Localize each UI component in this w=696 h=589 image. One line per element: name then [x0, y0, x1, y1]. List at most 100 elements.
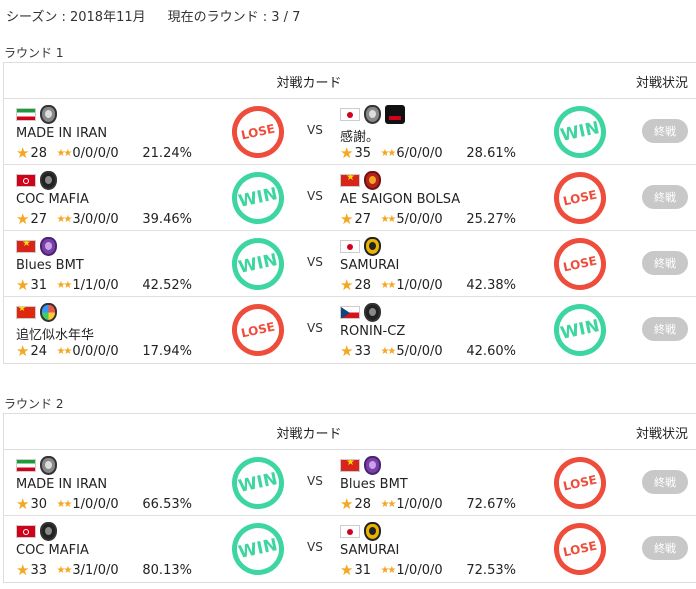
star-icon: ★: [16, 210, 30, 228]
round-table: 対戦カード 対戦状況 MADE IN IRAN ★ 28 ★★ 0/0/0/0 …: [3, 62, 696, 364]
vietnam-flag-icon: [340, 173, 360, 187]
stars-value: 33: [30, 562, 47, 578]
status-button[interactable]: 終戦: [642, 185, 688, 209]
attack-breakdown: 0/0/0/0: [72, 343, 119, 359]
japan-flag-icon: [340, 239, 360, 253]
team-name[interactable]: SAMURAI: [340, 258, 400, 273]
clan-badge-icon: [40, 104, 57, 124]
destruction-percent: 80.13%: [142, 562, 192, 578]
destruction-percent: 72.53%: [466, 562, 516, 578]
team-name[interactable]: Blues BMT: [16, 258, 84, 273]
match-row: COC MAFIA ★ 33 ★★ 3/1/0/0 80.13% WIN VS S…: [4, 516, 696, 582]
team-name[interactable]: 感謝。: [340, 130, 380, 145]
team-left[interactable]: MADE IN IRAN ★ 30 ★★ 1/0/0/0 66.53%: [16, 455, 192, 513]
clan-badge-icon: [40, 455, 57, 475]
team-name[interactable]: MADE IN IRAN: [16, 126, 108, 141]
attack-stars-icon: ★★: [56, 279, 72, 291]
team-left[interactable]: Blues BMT ★ 31 ★★ 1/1/0/0 42.52%: [16, 236, 192, 294]
team-right[interactable]: 感謝。 ★ 35 ★★ 6/0/0/0 28.61%: [340, 104, 516, 162]
attack-breakdown: 1/0/0/0: [72, 496, 119, 512]
team-right[interactable]: SAMURAI ★ 28 ★★ 1/0/0/0 42.38%: [340, 236, 516, 294]
clan-badge-icon: [364, 104, 381, 124]
match-row: 追忆似水年华 ★ 24 ★★ 0/0/0/0 17.94% LOSE VS RON…: [4, 297, 696, 363]
current-round-label: 現在のラウンド : 3 / 7: [167, 10, 301, 25]
team-right[interactable]: Blues BMT ★ 28 ★★ 1/0/0/0 72.67%: [340, 455, 516, 513]
status-button[interactable]: 終戦: [642, 119, 688, 143]
star-icon: ★: [16, 342, 30, 360]
attack-stars-icon: ★★: [380, 279, 396, 291]
table-header: 対戦カード 対戦状況: [4, 414, 696, 450]
attack-breakdown: 5/0/0/0: [396, 211, 443, 227]
vietnam-flag-icon: [340, 458, 360, 472]
clan-badge-icon: [40, 170, 57, 190]
team-name[interactable]: COC MAFIA: [16, 192, 89, 207]
clan-badge-icon: [364, 521, 381, 541]
team-right[interactable]: RONIN-CZ ★ 33 ★★ 5/0/0/0 42.60%: [340, 302, 516, 360]
attack-stars-icon: ★★: [56, 345, 72, 357]
team-name[interactable]: Blues BMT: [340, 477, 408, 492]
destruction-percent: 25.27%: [466, 211, 516, 227]
team-name[interactable]: COC MAFIA: [16, 543, 89, 558]
vs-label: VS: [307, 255, 323, 269]
attack-stars-icon: ★★: [56, 213, 72, 225]
clan-badge-icon: [40, 302, 57, 322]
result-stamp-win: WIN: [549, 101, 611, 163]
match-row: COC MAFIA ★ 27 ★★ 3/0/0/0 39.46% WIN VS A…: [4, 165, 696, 231]
attack-breakdown: 1/0/0/0: [396, 496, 443, 512]
team-name[interactable]: AE SAIGON BOLSA: [340, 192, 461, 207]
isle-of-man-flag-icon: [16, 173, 36, 187]
result-stamp-win: WIN: [227, 233, 289, 295]
team-left[interactable]: MADE IN IRAN ★ 28 ★★ 0/0/0/0 21.24%: [16, 104, 192, 162]
star-icon: ★: [340, 561, 354, 579]
star-icon: ★: [16, 495, 30, 513]
team-left[interactable]: COC MAFIA ★ 33 ★★ 3/1/0/0 80.13%: [16, 521, 192, 579]
star-icon: ★: [16, 561, 30, 579]
result-stamp-win: WIN: [227, 518, 289, 580]
attack-breakdown: 6/0/0/0: [396, 145, 443, 161]
team-name[interactable]: 追忆似水年华: [16, 328, 95, 343]
destruction-percent: 28.61%: [466, 145, 516, 161]
attack-stars-icon: ★★: [56, 564, 72, 576]
result-stamp-win: WIN: [227, 167, 289, 229]
stars-value: 31: [354, 562, 371, 578]
clan-badge-icon: [40, 236, 57, 256]
attack-breakdown: 1/0/0/0: [396, 562, 443, 578]
result-stamp-lose: LOSE: [227, 299, 289, 361]
result-stamp-lose: LOSE: [549, 167, 611, 229]
column-header-status: 対戦状況: [636, 76, 689, 91]
attack-stars-icon: ★★: [380, 213, 396, 225]
column-header-card: 対戦カード: [276, 427, 342, 442]
round-table: 対戦カード 対戦状況 MADE IN IRAN ★ 30 ★★ 1/0/0/0 …: [3, 413, 696, 583]
czech-flag-icon: [340, 305, 360, 319]
attack-breakdown: 5/0/0/0: [396, 343, 443, 359]
team-name[interactable]: RONIN-CZ: [340, 324, 406, 339]
star-icon: ★: [340, 342, 354, 360]
stars-value: 28: [354, 496, 371, 512]
team-name[interactable]: MADE IN IRAN: [16, 477, 108, 492]
status-button[interactable]: 終戦: [642, 251, 688, 275]
destruction-percent: 42.60%: [466, 343, 516, 359]
team-name[interactable]: SAMURAI: [340, 543, 400, 558]
stars-value: 27: [354, 211, 371, 227]
destruction-percent: 39.46%: [142, 211, 192, 227]
status-button[interactable]: 終戦: [642, 536, 688, 560]
attack-stars-icon: ★★: [380, 345, 396, 357]
stars-value: 28: [354, 277, 371, 293]
stars-value: 27: [30, 211, 47, 227]
team-left[interactable]: 追忆似水年华 ★ 24 ★★ 0/0/0/0 17.94%: [16, 302, 192, 360]
team-right[interactable]: SAMURAI ★ 31 ★★ 1/0/0/0 72.53%: [340, 521, 516, 579]
column-header-card: 対戦カード: [276, 76, 342, 91]
team-left[interactable]: COC MAFIA ★ 27 ★★ 3/0/0/0 39.46%: [16, 170, 192, 228]
vs-label: VS: [307, 474, 323, 488]
status-button[interactable]: 終戦: [642, 470, 688, 494]
stars-value: 24: [30, 343, 47, 359]
result-stamp-lose: LOSE: [227, 101, 289, 163]
stars-value: 35: [354, 145, 371, 161]
team-right[interactable]: AE SAIGON BOLSA ★ 27 ★★ 5/0/0/0 25.27%: [340, 170, 516, 228]
clan-badge-icon: [40, 521, 57, 541]
round-title: ラウンド 2: [4, 397, 64, 411]
attack-breakdown: 3/1/0/0: [72, 562, 119, 578]
stars-value: 33: [354, 343, 371, 359]
status-button[interactable]: 終戦: [642, 317, 688, 341]
attack-breakdown: 1/1/0/0: [72, 277, 119, 293]
